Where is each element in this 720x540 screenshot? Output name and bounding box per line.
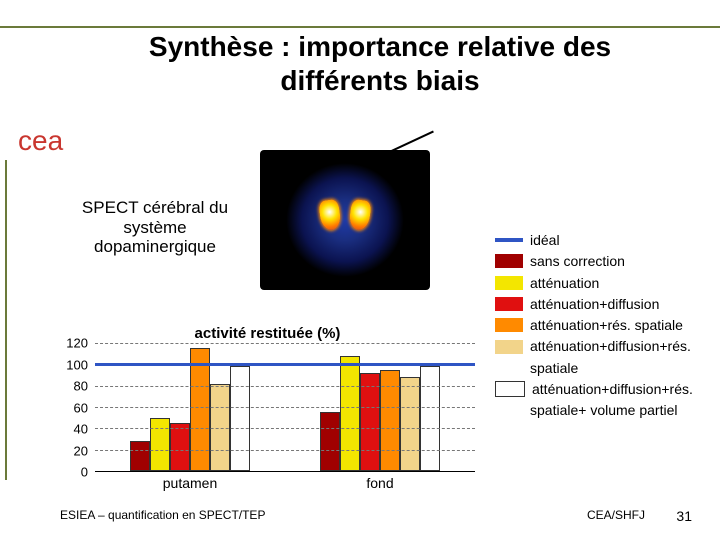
legend-item: atténuation+diffusion+rés. (495, 379, 693, 399)
bar (320, 412, 340, 471)
x-label: putamen (95, 475, 285, 491)
legend-label: atténuation+rés. spatiale (530, 315, 683, 335)
legend-label: atténuation (530, 273, 599, 293)
legend-item: atténuation+diffusion (495, 294, 693, 314)
bar (400, 377, 420, 471)
footer-left: ESIEA – quantification en SPECT/TEP (60, 508, 265, 522)
y-tick-label: 100 (66, 357, 88, 372)
legend-item: atténuation+diffusion+rés. (495, 336, 693, 356)
bar (360, 373, 380, 471)
y-tick-label: 40 (74, 422, 88, 437)
grid-line (95, 343, 475, 344)
legend-item: atténuation+rés. spatiale (495, 315, 693, 335)
legend-swatch (495, 297, 523, 311)
legend-label: spatiale+ volume partiel (530, 400, 677, 420)
brain-outline (280, 158, 410, 282)
legend-item: idéal (495, 230, 693, 250)
slide-title: Synthèse : importance relative des diffé… (100, 30, 660, 97)
legend-label: atténuation+diffusion+rés. (532, 379, 693, 399)
legend-label: sans correction (530, 251, 625, 271)
bar (420, 366, 440, 471)
bar (190, 348, 210, 471)
y-axis: 020406080100120 (60, 343, 90, 472)
page-number: 31 (676, 508, 692, 524)
legend-label: idéal (530, 230, 560, 250)
legend-item: atténuation (495, 273, 693, 293)
legend-swatch (495, 381, 525, 397)
footer-right: CEA/SHFJ (587, 508, 645, 522)
chart-title: activité restituée (%) (60, 325, 475, 342)
grid-line (95, 386, 475, 387)
legend-item-cont: spatiale (495, 358, 693, 378)
grid-line (95, 428, 475, 429)
brain-spect-image (260, 150, 430, 290)
side-rule (5, 160, 7, 480)
y-tick-label: 80 (74, 379, 88, 394)
legend-label: atténuation+diffusion (530, 294, 659, 314)
brain-caption: SPECT cérébral du système dopaminergique (65, 198, 245, 257)
legend-label: spatiale (530, 358, 578, 378)
legend-item: sans correction (495, 251, 693, 271)
grid-line (95, 407, 475, 408)
bar (340, 356, 360, 471)
logo-text: cea (18, 125, 63, 157)
legend-swatch (495, 238, 523, 242)
legend-swatch (495, 254, 523, 268)
ideal-reference-line (95, 363, 475, 366)
legend-item-cont: spatiale+ volume partiel (495, 400, 693, 420)
bar (170, 423, 190, 471)
grid-line (95, 450, 475, 451)
legend-swatch (495, 276, 523, 290)
y-tick-label: 60 (74, 400, 88, 415)
bar (230, 366, 250, 471)
legend-label: atténuation+diffusion+rés. (530, 336, 691, 356)
y-tick-label: 0 (81, 465, 88, 480)
bar (130, 441, 150, 471)
slide: Synthèse : importance relative des diffé… (0, 0, 720, 540)
bar (150, 418, 170, 471)
legend-swatch (495, 340, 523, 354)
y-tick-label: 20 (74, 443, 88, 458)
legend: idéalsans correctionatténuationatténuati… (495, 230, 693, 422)
x-label: fond (285, 475, 475, 491)
legend-swatch (495, 318, 523, 332)
top-rule (0, 26, 720, 28)
bar (210, 384, 230, 471)
plot-area: putamenfond (95, 343, 475, 472)
bar-chart: activité restituée (%) 0 20 40 60 80 100 120 p… (60, 325, 475, 490)
y-tick-label: 120 (66, 336, 88, 351)
